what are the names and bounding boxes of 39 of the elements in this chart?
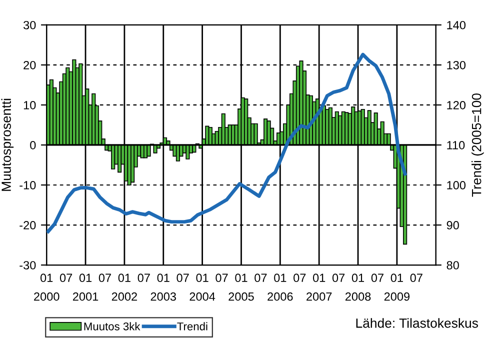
x-tick-label: 07 <box>98 274 111 282</box>
y2-tick-label: 80 <box>446 261 459 270</box>
x-tick-label: 07 <box>371 274 384 282</box>
y-tick-label: 0 <box>30 141 36 150</box>
y-tick-label: -10 <box>20 181 36 190</box>
x-tick-label: 07 <box>410 274 422 282</box>
x-tick-label: 07 <box>138 274 150 282</box>
y-tick-label: -30 <box>20 261 36 270</box>
y-tick-label: 10 <box>24 100 36 110</box>
legend-label: Trendi <box>177 322 208 330</box>
x-tick-label: 07 <box>294 274 306 282</box>
x-tick-label: 01 2003 <box>150 274 176 301</box>
y2-tick-label: 140 <box>447 20 466 30</box>
y-axis-title: Muutosprosentti <box>1 98 14 191</box>
y2-tick-label: 130 <box>447 60 466 70</box>
x-tick-label: 01 2008 <box>345 274 371 301</box>
x-tick-label: 07 <box>176 274 189 282</box>
y2-tick-label: 110 <box>447 141 465 150</box>
x-tick-label: 01 2009 <box>384 274 410 301</box>
x-tick-label: 01 2005 <box>228 274 254 301</box>
x-tick-label: 01 2007 <box>306 274 332 301</box>
x-tick-label: 01 2004 <box>190 274 216 301</box>
y-tick-label: 30 <box>23 20 36 30</box>
y2-axis-title: Trendi (2005=100 <box>472 93 484 197</box>
y-tick-label: 20 <box>24 60 36 70</box>
legend-label: Muutos 3kk <box>84 322 140 330</box>
x-tick-label: 07 <box>60 274 72 282</box>
y2-tick-label: 90 <box>446 221 459 230</box>
x-tick-label: 01 2006 <box>268 274 293 301</box>
text: Lähde: Tilastokeskus <box>356 318 478 328</box>
y-tick-label: -20 <box>20 221 36 230</box>
x-tick-label: 01 2001 <box>72 274 98 301</box>
x-tick-label: 07 <box>216 274 228 282</box>
x-tick-label: 07 <box>254 274 267 282</box>
x-tick-label: 01 2002 <box>112 274 137 301</box>
x-tick-label: 01 2000 <box>34 274 60 301</box>
y2-tick-label: 120 <box>447 100 466 110</box>
x-tick-label: 07 <box>332 274 345 282</box>
y2-tick-label: 100 <box>447 181 466 190</box>
